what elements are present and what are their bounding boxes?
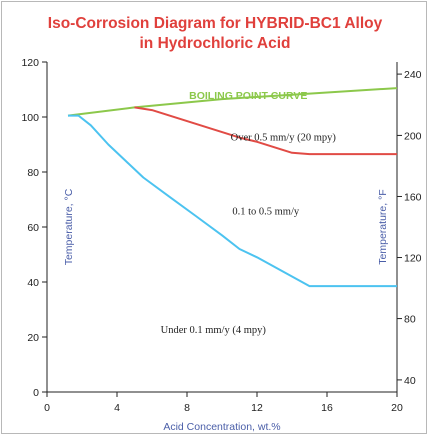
x-tick-label: 4 xyxy=(114,402,120,414)
y2-tick-label: 240 xyxy=(404,69,422,81)
x-tick-label: 8 xyxy=(184,402,190,414)
chart-title-line: in Hydrochloric Acid xyxy=(139,35,290,52)
y2-tick-label: 160 xyxy=(404,191,422,203)
region-label: Over 0.5 mm/y (20 mpy) xyxy=(231,132,337,143)
y2-tick-label: 200 xyxy=(404,130,422,142)
y2-tick-label: 40 xyxy=(404,375,416,387)
chart-title-line: Iso-Corrosion Diagram for HYBRID-BC1 All… xyxy=(48,15,383,32)
series-line-1 xyxy=(134,106,397,156)
y2-axis-title: Temperature, °F xyxy=(377,189,389,264)
x-tick-label: 20 xyxy=(391,402,403,414)
series-line-0 xyxy=(67,87,398,117)
y-axis-title: Temperature, °C xyxy=(63,188,75,265)
y-tick-label: 0 xyxy=(33,387,39,399)
region-label: 0.1 to 0.5 mm/y xyxy=(232,207,300,218)
y2-tick-label: 120 xyxy=(404,253,422,265)
y-tick-label: 60 xyxy=(27,222,39,234)
y-tick-label: 100 xyxy=(21,112,39,124)
y-tick-label: 20 xyxy=(27,332,39,344)
y-tick-label: 80 xyxy=(27,167,39,179)
y2-tick-label: 80 xyxy=(404,314,416,326)
x-tick-label: 0 xyxy=(44,402,50,414)
boiling-point-curve-label: BOILING POINT CURVE xyxy=(189,90,307,102)
y-tick-label: 120 xyxy=(21,57,39,69)
series-line-2 xyxy=(68,114,397,288)
region-label: Under 0.1 mm/y (4 mpy) xyxy=(161,325,267,336)
x-tick-label: 16 xyxy=(321,402,333,414)
y-tick-label: 40 xyxy=(27,277,39,289)
x-tick-label: 12 xyxy=(251,402,263,414)
x-axis-title: Acid Concentration, wt.% xyxy=(163,421,280,433)
